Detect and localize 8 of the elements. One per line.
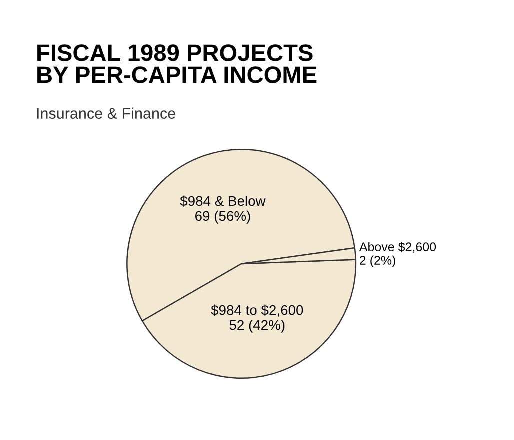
chart-subtitle: Insurance & Finance <box>37 108 176 120</box>
chart-title: FISCAL 1989 PROJECTS BY PER-CAPITA INCOME <box>38 44 317 84</box>
slice-label: $984 & Below <box>180 196 266 207</box>
data-label: 69 (56%) <box>196 210 250 224</box>
slice-label: $984 to $2,600 <box>211 304 304 317</box>
data-label: 52 (42%) <box>230 320 285 333</box>
slice-label: Above $2,600 <box>359 242 436 253</box>
data-label: 2 (2%) <box>360 256 396 268</box>
